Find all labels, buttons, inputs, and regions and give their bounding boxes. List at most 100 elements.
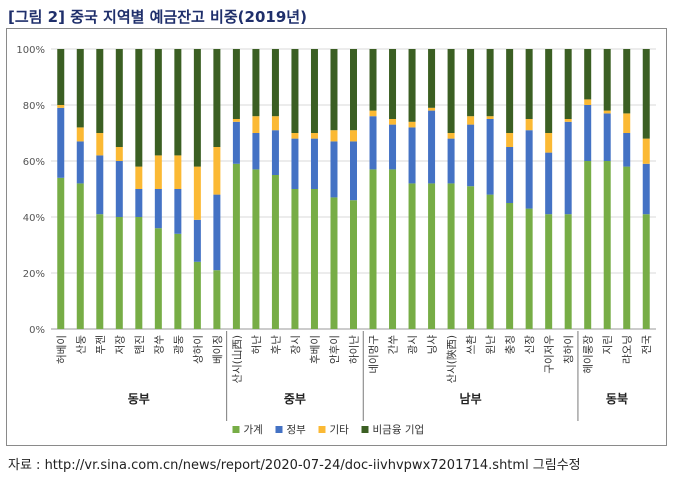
bar-segment (350, 200, 357, 329)
bar-segment (389, 124, 397, 170)
bar-segment (603, 110, 611, 114)
x-tick-label: 산시(山西) (231, 335, 243, 384)
bar-segment (350, 49, 357, 131)
bar-segment (428, 49, 436, 108)
bar-segment (642, 163, 650, 215)
x-tick-label: 장쑤 (153, 335, 165, 355)
bar-segment (428, 107, 436, 111)
bar-segment (564, 121, 572, 215)
bar-segment (154, 189, 162, 229)
bar-segment (369, 169, 377, 329)
y-tick-label: 0% (29, 325, 45, 336)
bar-segment (76, 127, 84, 142)
x-tick-label: 하이난 (348, 335, 361, 364)
y-tick-label: 80% (23, 101, 45, 112)
legend-label: 비금융 기업 (373, 423, 425, 436)
bar-segment (350, 141, 357, 201)
x-tick-label: 장시 (290, 335, 302, 354)
bar-segment (623, 49, 631, 114)
legend-swatch (318, 426, 326, 433)
bar-segment (96, 214, 104, 329)
bar-segment (389, 119, 397, 125)
bar-segment (271, 49, 279, 117)
bar-segment (525, 49, 533, 119)
bar-segment (350, 130, 357, 142)
bar-segment (154, 155, 162, 189)
legend-label: 기타 (330, 424, 350, 436)
bar-segment (447, 49, 455, 133)
bar-segment (545, 152, 553, 215)
bar-segment (447, 138, 455, 184)
bar-segment (584, 161, 592, 329)
bar-segment (135, 217, 143, 329)
bar-segment (506, 203, 514, 329)
bar-segment (252, 49, 260, 117)
bar-segment (115, 217, 123, 329)
bar-segment (642, 138, 650, 164)
bar-segment (545, 133, 553, 153)
stacked-bar-chart: 0% 20% 40% 60% 80% 100% 허베이 산둥 푸젠 저장 톈진 장쑤 광둥 상하이 베이징 산… (16, 45, 656, 436)
bar-segment (525, 130, 533, 209)
legend-swatch (232, 426, 240, 433)
bar-segment (310, 133, 318, 139)
bar-segment (428, 110, 436, 184)
bar-segment (76, 49, 84, 128)
y-tick-label: 20% (23, 269, 45, 280)
bar-segment (623, 166, 631, 329)
bar-segment (96, 155, 104, 215)
bar-segment (369, 110, 377, 117)
bar-segment (291, 133, 299, 139)
y-tick-label: 60% (23, 157, 45, 168)
bar-segment (232, 119, 240, 122)
bar-segment (545, 214, 553, 329)
bar-segment (310, 189, 318, 329)
bar-segment (193, 219, 201, 262)
bar-segment (603, 49, 611, 111)
bar-segment (389, 49, 397, 119)
x-tick-label: 허베이 (56, 335, 68, 364)
legend-label: 정부 (287, 424, 307, 436)
bar-segment (486, 119, 494, 195)
bar-segment (486, 49, 494, 117)
bar-segment (115, 147, 123, 161)
bar-segment (174, 155, 182, 189)
chart-frame: 0% 20% 40% 60% 80% 100% 허베이 산둥 푸젠 저장 톈진 장쑤 광둥 상하이 베이징 산… (6, 28, 667, 446)
bar-segment (603, 113, 611, 161)
bar-segment (506, 147, 514, 203)
bar-segment (584, 99, 592, 105)
bar-segment (252, 169, 260, 329)
bar-segment (232, 163, 240, 329)
bar-segment (564, 119, 572, 122)
x-tick-label: 충칭 (505, 335, 517, 354)
bar-segment (564, 214, 572, 329)
legend-swatch (275, 426, 283, 433)
bar-segment (467, 116, 475, 125)
x-tick-label: 후베이 (309, 335, 321, 364)
bar-segment (57, 177, 65, 329)
bar-segment (213, 270, 221, 329)
bar-segment (291, 189, 299, 329)
bar-segment (408, 49, 416, 122)
y-tick-label: 40% (23, 213, 45, 224)
legend-label: 가계 (244, 424, 263, 436)
bar-segment (96, 49, 104, 133)
x-tick-label: 후난 (270, 335, 282, 355)
bar-segment (369, 116, 377, 170)
bar-segment (467, 124, 475, 187)
x-tick-label: 지린 (602, 335, 614, 354)
bar-segment (506, 49, 514, 133)
bar-segment (642, 214, 650, 329)
x-tick-label: 네이멍구 (368, 335, 380, 374)
bar-segment (584, 105, 592, 161)
x-tick-label: 쓰촨 (466, 335, 478, 355)
source-note: 자료 : http://vr.sina.com.cn/news/report/2… (8, 458, 581, 473)
bar-segment (389, 169, 397, 329)
bar-segment (174, 189, 182, 234)
x-tick-label: 광시 (407, 335, 419, 354)
bar-segment (213, 194, 221, 271)
group-label: 남부 (460, 391, 482, 406)
bar-segment (545, 49, 553, 133)
x-tick-label: 전국 (641, 335, 653, 355)
bar-segment (291, 138, 299, 189)
bar-segment (525, 208, 533, 329)
